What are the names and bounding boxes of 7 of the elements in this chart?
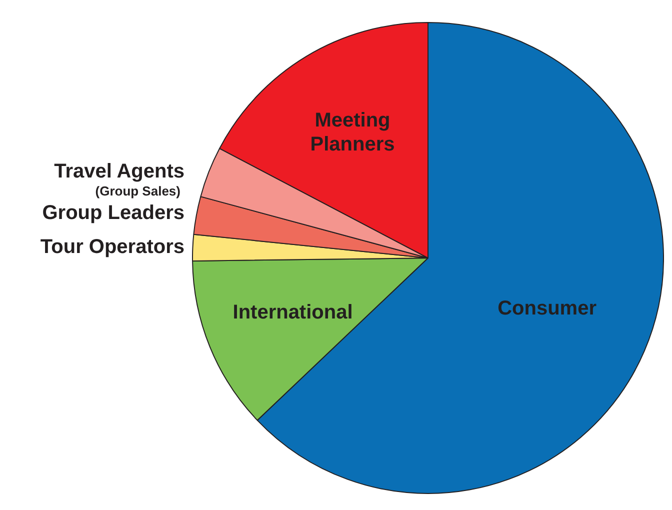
- slice-label: Consumer: [498, 298, 597, 320]
- slice-label: Travel Agents: [54, 160, 184, 183]
- slice-label: Meeting Planners: [310, 110, 395, 156]
- slice-label: Group Leaders: [42, 202, 184, 224]
- slice-label: Tour Operators: [40, 236, 184, 258]
- slice-label: International: [232, 302, 353, 324]
- text: (Group Sales): [95, 184, 180, 199]
